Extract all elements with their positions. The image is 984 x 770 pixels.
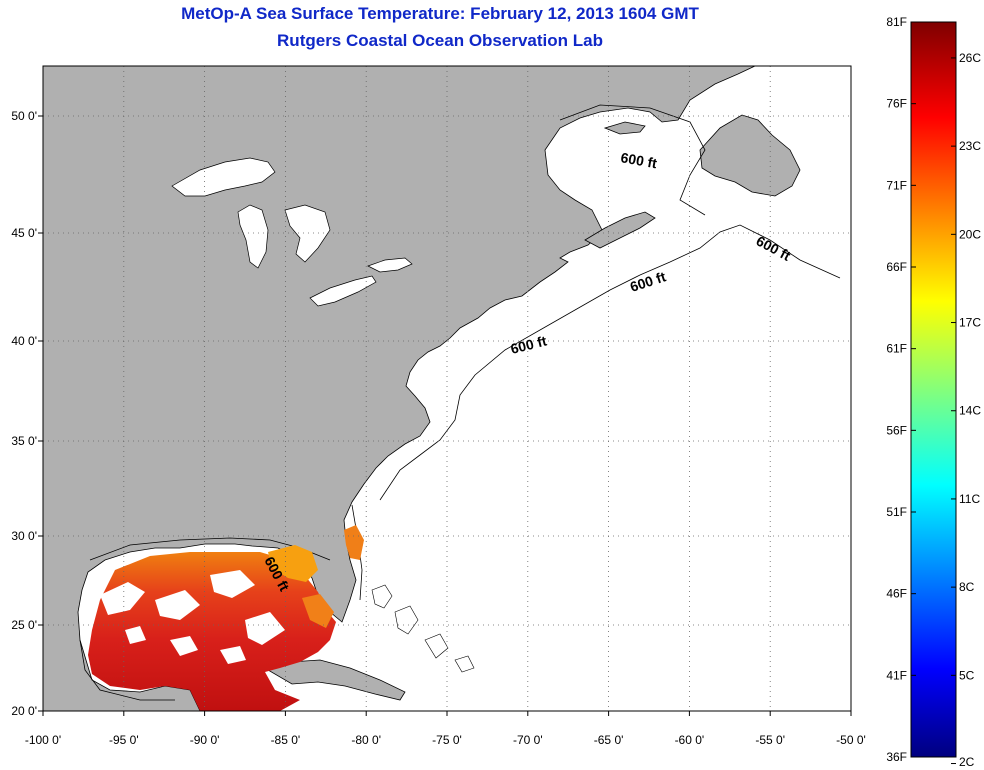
colorbar-c-label: 11C: [959, 492, 980, 506]
sst-northeast-gulf: [268, 545, 318, 582]
colorbar-f-label: 36F: [886, 750, 907, 764]
colorbar-f-label: 41F: [886, 668, 907, 682]
lon-tick-label: -60 0': [675, 733, 705, 747]
colorbar-c-label: 8C: [959, 580, 975, 594]
bahamas-islands: [371, 584, 475, 673]
colorbar-c-label: 17C: [959, 316, 981, 330]
colorbar-c-label: 14C: [959, 404, 981, 418]
lon-tick-label: -55 0': [755, 733, 785, 747]
lat-tick-label: 30 0': [11, 529, 37, 543]
colorbar-f-label: 56F: [886, 423, 907, 437]
lat-tick-label: 25 0': [11, 618, 37, 632]
colorbar-c-label: 5C: [959, 668, 975, 682]
colorbar-f-label: 61F: [886, 342, 907, 356]
lon-tick-label: -50 0': [836, 733, 866, 747]
sst-atlantic-florida: [344, 525, 364, 560]
lon-tick-label: -100 0': [25, 733, 61, 747]
lat-tick-label: 20 0': [11, 704, 37, 718]
colorbar-c-label: 20C: [959, 227, 981, 241]
lat-tick-label: 35 0': [11, 434, 37, 448]
land-anticosti: [603, 121, 646, 135]
axis-ticks: -100 0' -95 0' -90 0' -85 0' -80 0' -75 0' -70…: [11, 109, 865, 747]
lake-superior: [171, 157, 276, 197]
map-subtitle: Rutgers Coastal Ocean Observation Lab: [277, 31, 603, 50]
lon-tick-label: -65 0': [594, 733, 624, 747]
map-title: MetOp-A Sea Surface Temperature: Februar…: [181, 4, 699, 23]
colorbar-f-label: 81F: [886, 15, 907, 29]
colorbar-c-label: 23C: [959, 139, 981, 153]
lon-tick-label: -80 0': [351, 733, 381, 747]
lon-tick-label: -75 0': [432, 733, 462, 747]
lon-tick-label: -90 0': [190, 733, 220, 747]
lake-erie: [309, 275, 377, 307]
colorbar-f-label: 71F: [886, 178, 907, 192]
lon-tick-label: -85 0': [271, 733, 301, 747]
lake-huron: [284, 204, 331, 263]
land-north-america: [42, 65, 756, 712]
land-newfoundland: [699, 114, 801, 197]
contour-label: 600 ft: [619, 149, 658, 171]
colorbar-c-label: 26C: [959, 51, 981, 65]
lon-tick-label: -70 0': [513, 733, 543, 747]
land-cuba: [267, 659, 406, 701]
colorbar-f-label: 46F: [886, 587, 907, 601]
lake-michigan: [237, 204, 269, 269]
sst-florida-shelf: [302, 594, 334, 628]
colorbar-c-label: 2C: [959, 755, 975, 769]
colorbar-f-label: 51F: [886, 505, 907, 519]
lon-tick-label: -95 0': [109, 733, 139, 747]
colorbar-ticks: 81F 76F 71F 66F 61F 56F 51F 46F 41F 36F 26C 23C 20C 1…: [886, 15, 981, 769]
lake-ontario: [367, 257, 413, 273]
lat-tick-label: 40 0': [11, 334, 37, 348]
land-nova-scotia: [584, 211, 656, 249]
lat-tick-label: 50 0': [11, 109, 37, 123]
lat-tick-label: 45 0': [11, 226, 37, 240]
sst-gulf-of-mexico: [88, 552, 336, 711]
cloud-gaps: [100, 570, 285, 664]
colorbar-f-label: 66F: [886, 260, 907, 274]
colorbar-scale: [910, 21, 957, 758]
colorbar-f-label: 76F: [886, 97, 907, 111]
